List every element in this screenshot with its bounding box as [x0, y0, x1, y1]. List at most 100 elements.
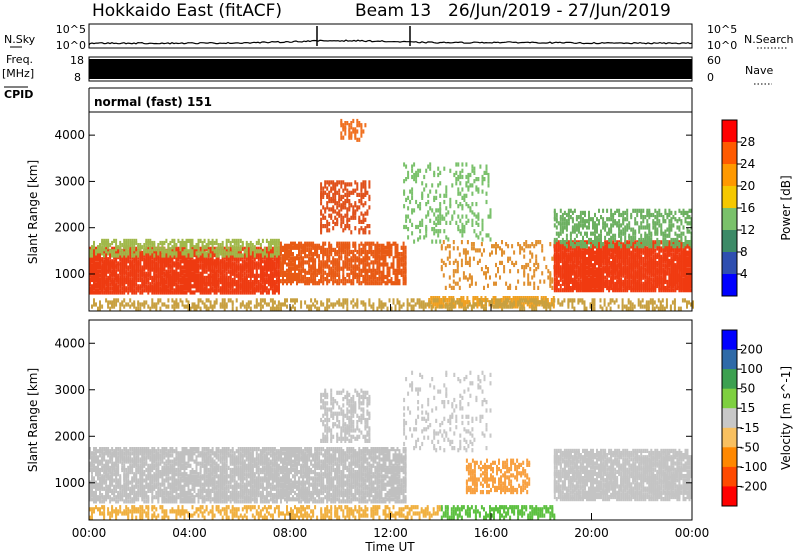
power-cell-3251: [467, 179, 470, 184]
power-cell-2917: [346, 211, 349, 216]
power-cell-328: [125, 269, 128, 274]
power-cell-1970: [247, 243, 250, 248]
power-cell-3826: [563, 258, 566, 264]
power-cell-2452: [348, 241, 351, 246]
power-cell-2067: [286, 272, 288, 277]
power-cell-1040: [205, 257, 208, 262]
power-cell-1701: [101, 238, 104, 243]
power-cell-3474: [532, 304, 535, 309]
power-cell-2545: [364, 247, 367, 252]
power-cell-3189: [447, 237, 450, 242]
power-cell-4390: [620, 261, 623, 266]
power-cell-4832: [664, 263, 667, 268]
power-cell-3830: [563, 248, 566, 253]
power-cell-3054: [403, 224, 406, 230]
power-cell-2789: [320, 224, 323, 229]
power-cell-180: [109, 282, 112, 287]
power-cell-3533: [452, 273, 455, 278]
power-cell-3073: [409, 218, 412, 223]
power-cell-409: [135, 290, 138, 295]
power-cell-1804: [157, 249, 160, 254]
noise-right-tick-top: 10^5: [707, 23, 737, 36]
power-cell-3951: [575, 250, 578, 255]
power-cell-3253: [467, 172, 470, 178]
power-cell-3755: [555, 246, 558, 251]
power-cell-4407: [622, 265, 625, 270]
power-cell-1459: [253, 261, 256, 266]
power-cell-1990: [261, 251, 264, 256]
power-cell-2988: [364, 226, 367, 231]
power-cell-2566: [368, 262, 371, 267]
power-cell-700: [167, 269, 170, 274]
power-cell-92: [99, 277, 101, 283]
power-cell-1350: [241, 273, 244, 278]
power-cell-1946: [233, 238, 236, 243]
power-cell-401: [133, 263, 136, 268]
power-cell-3318: [430, 300, 433, 305]
power-cell-546: [151, 284, 154, 289]
power-cell-905: [191, 284, 194, 289]
power-cell-2870: [336, 201, 339, 206]
power-cell-3193: [449, 202, 452, 207]
power-cell-1780: [143, 243, 146, 248]
power-cell-2975: [360, 186, 363, 191]
power-cell-1885: [201, 243, 204, 248]
power-cell-4755: [656, 261, 659, 266]
power-cell-2682: [386, 252, 389, 257]
power-cell-3664: [527, 273, 530, 278]
power-cell-4781: [658, 244, 661, 249]
power-cell-4936: [674, 248, 677, 253]
power-cell-2721: [394, 254, 397, 259]
power-cell-2296: [322, 252, 325, 257]
power-cell-1955: [237, 243, 240, 248]
power-cell-3547: [458, 285, 461, 290]
power-cell-3283: [477, 189, 480, 194]
power-cell-2497: [358, 281, 361, 286]
power-cell-2469: [352, 258, 355, 263]
power-cell-1914: [217, 245, 220, 250]
power-cell-4485: [630, 283, 633, 289]
power-cell-1217: [225, 261, 228, 266]
power-cell-4170: [598, 258, 600, 264]
power-cell-4217: [602, 248, 605, 253]
power-cell-3255: [469, 206, 472, 211]
power-cell-3510: [552, 296, 555, 301]
power-cell-3536: [452, 246, 455, 251]
power-cell-3650: [523, 281, 526, 286]
power-cell-3279: [477, 222, 480, 227]
power-cell-3232: [461, 174, 464, 180]
power-cell-4226: [604, 265, 607, 270]
power-cell-2108: [292, 262, 294, 267]
power-cell-1896: [207, 243, 210, 248]
power-cell-3034: [352, 127, 355, 132]
power-cell-551: [151, 265, 154, 270]
power-cell-3309: [487, 172, 490, 178]
power-cell-2221: [310, 247, 313, 252]
power-cell-3592: [483, 271, 485, 276]
power-cell-2378: [336, 252, 339, 257]
power-cell-2001: [269, 245, 272, 250]
power-cell-205: [111, 259, 114, 264]
power-cell-755: [173, 261, 176, 266]
power-cell-1767: [135, 238, 138, 243]
power-cell-3142: [433, 220, 436, 225]
power-cell-1516: [259, 246, 262, 251]
power-cell-3682: [535, 267, 538, 272]
power-cell-2097: [290, 260, 292, 265]
power-cell-3238: [463, 193, 466, 198]
power-cell-3540: [454, 258, 457, 263]
power-cell-2559: [366, 241, 369, 246]
power-cell-2955: [356, 205, 359, 210]
power-cell-3277: [475, 177, 478, 182]
power-cell-4240: [606, 277, 609, 282]
power-cell-3926: [573, 263, 576, 268]
power-cell-4670: [648, 275, 651, 280]
power-cell-619: [159, 286, 162, 291]
power-cell-1911: [215, 238, 218, 243]
power-cell-4717: [652, 258, 655, 264]
power-cell-3612: [495, 242, 497, 247]
power-cell-3380: [464, 300, 467, 305]
power-cell-1650: [275, 265, 278, 270]
power-cell-1276: [233, 288, 236, 293]
power-cell-3191: [449, 220, 452, 225]
